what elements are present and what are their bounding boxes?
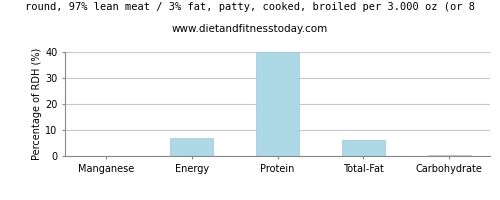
Text: round, 97% lean meat / 3% fat, patty, cooked, broiled per 3.000 oz (or 8: round, 97% lean meat / 3% fat, patty, co… [25, 2, 475, 12]
Text: www.dietandfitnesstoday.com: www.dietandfitnesstoday.com [172, 24, 328, 34]
Y-axis label: Percentage of RDH (%): Percentage of RDH (%) [32, 48, 42, 160]
Bar [428, 155, 470, 156]
Bar [342, 140, 385, 156]
Bar [170, 138, 213, 156]
Bar [256, 52, 299, 156]
